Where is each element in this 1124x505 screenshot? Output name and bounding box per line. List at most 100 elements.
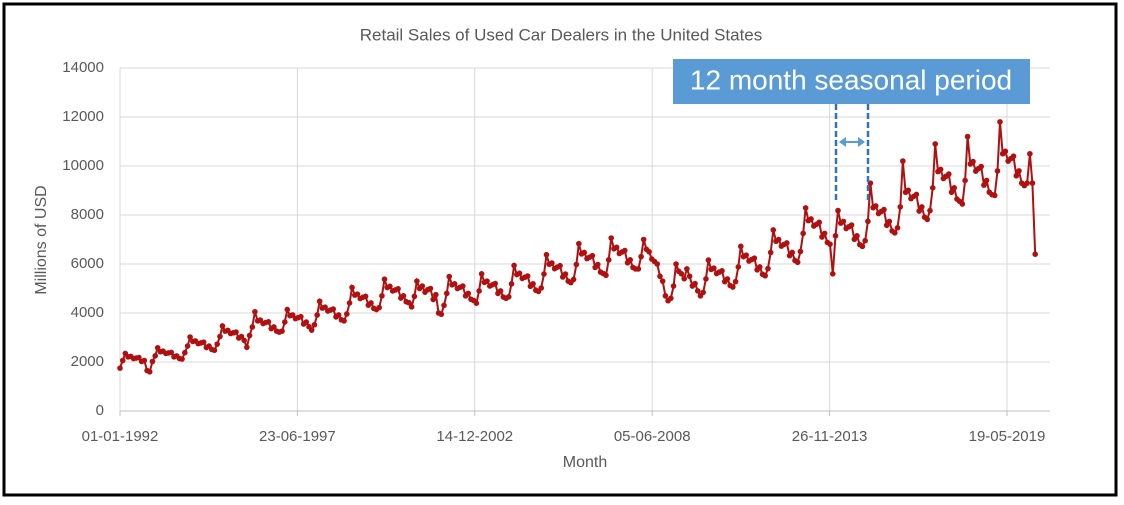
data-point [368,300,374,306]
data-point [827,241,833,247]
data-point [119,357,126,364]
data-point [737,243,744,250]
data-point [832,233,839,239]
data-point [214,341,221,347]
data-point [562,271,569,277]
data-point [800,230,806,237]
data-point [797,248,804,255]
data-point [692,280,698,287]
x-tick-label: 14-12-2002 [436,428,513,445]
y-axis-label: Millions of USD [33,185,50,294]
y-tick-label: 4000 [71,304,104,321]
data-point [991,192,998,199]
data-point [438,311,445,318]
data-point [784,240,790,246]
data-point [724,276,731,282]
data-point [719,268,725,274]
data-point [446,273,453,280]
data-point [154,344,161,351]
data-point [344,311,350,317]
data-point [168,349,175,356]
data-point [443,290,450,297]
data-point [541,271,547,277]
y-tick-label: 14000 [62,59,104,76]
data-point [581,249,588,256]
data-point [303,319,310,325]
data-point [929,185,936,191]
data-point [570,276,577,283]
data-point [341,318,347,324]
data-point [762,272,768,279]
data-point [962,177,968,184]
data-point [516,270,523,277]
data-point [549,260,555,266]
data-point [1002,148,1009,155]
data-point [414,278,420,284]
data-point [152,353,159,359]
data-point [1029,180,1036,186]
data-point [146,369,153,375]
data-point [700,289,706,296]
data-point [465,290,472,297]
annotation: 12 month seasonal period [673,59,1030,200]
data-point [894,224,901,231]
data-point [627,257,633,263]
data-point [238,333,245,340]
data-point [117,365,123,371]
y-tick-label: 0 [96,402,104,419]
data-point [1032,251,1038,257]
data-point [694,288,701,294]
data-point [603,272,609,279]
data-point [282,319,288,325]
data-point [765,265,771,272]
data-point [279,328,285,334]
data-point [589,252,596,259]
data-point [711,265,717,271]
data-point [1013,173,1020,179]
data-point [916,208,922,214]
data-point [179,356,185,362]
data-point [298,313,304,320]
data-point [379,293,385,299]
data-point [349,284,355,291]
data-point [732,278,739,285]
data-point [530,281,536,287]
data-point [478,271,485,277]
data-point [881,206,887,213]
data-point [433,291,439,298]
data-point [484,278,490,284]
data-point [543,251,550,258]
y-tick-label: 8000 [71,206,104,223]
data-point [997,119,1003,125]
y-tick-label: 12000 [62,108,104,125]
data-point [775,236,782,243]
data-point [395,285,401,292]
data-point [794,259,801,266]
data-point [891,230,898,236]
data-point [400,293,407,299]
data-point [1027,150,1033,157]
data-point [605,257,612,263]
data-point [964,133,971,140]
data-point [1010,153,1017,159]
data-point [381,276,388,282]
data-point [141,357,148,364]
data-point [848,222,855,228]
data-point [492,280,498,287]
data-point [427,285,434,292]
data-point [136,354,142,361]
data-point [932,141,939,147]
x-tick-label: 23-06-1997 [259,428,336,445]
data-point [756,264,763,270]
data-point [657,273,663,280]
data-point [937,166,944,173]
data-point [217,333,223,340]
x-tick-label: 05-06-2008 [614,428,691,445]
data-point [311,321,318,328]
data-point [900,158,906,164]
data-point [951,185,958,191]
data-point [859,243,866,250]
data-point [816,219,823,226]
data-point [673,261,679,267]
